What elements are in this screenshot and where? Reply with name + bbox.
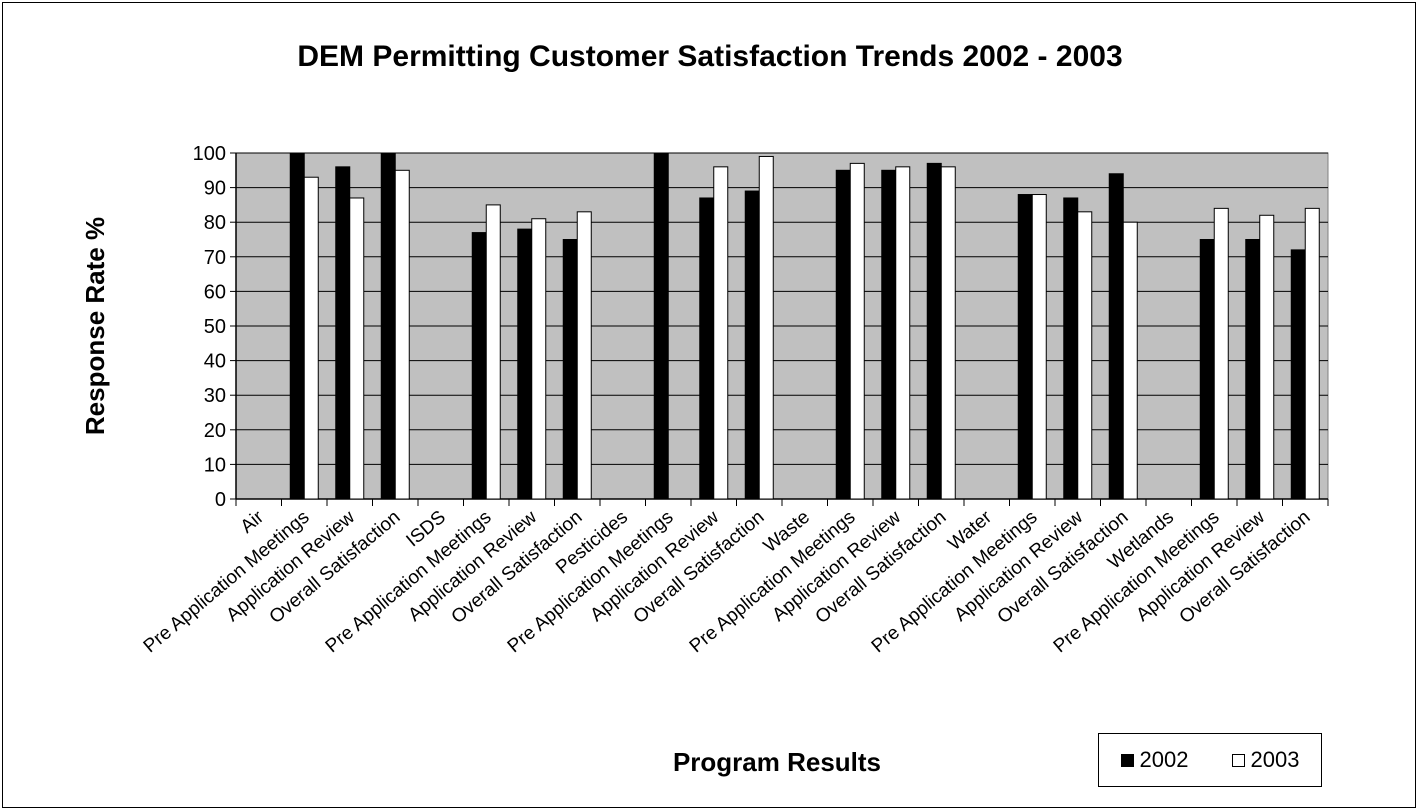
x-axis-title: Program Results <box>673 747 881 777</box>
bar-2003 <box>1259 214 1275 500</box>
bar-2002 <box>1245 239 1261 500</box>
chart-title: DEM Permitting Customer Satisfaction Tre… <box>297 40 1123 73</box>
bar-2002 <box>517 228 533 500</box>
bar-2002 <box>562 239 578 500</box>
y-tick-label: 20 <box>204 420 226 442</box>
legend-label-2003: 2003 <box>1250 747 1300 772</box>
bar-2002 <box>1108 173 1124 500</box>
legend-swatch-2003 <box>1231 753 1245 767</box>
bar-2003 <box>576 211 592 500</box>
bar-2002 <box>653 152 669 500</box>
legend-item-2003: 2003 <box>1231 747 1300 773</box>
bar-2003 <box>1304 207 1320 500</box>
chart-legend: 2002 2003 <box>1098 733 1322 787</box>
y-tick-label: 0 <box>215 489 226 511</box>
bar-2003 <box>1213 207 1229 500</box>
bar-2002 <box>1017 194 1033 500</box>
bar-2002 <box>744 190 760 500</box>
bar-2003 <box>1031 194 1047 500</box>
bar-2003 <box>1077 211 1093 500</box>
bar-2002 <box>1290 249 1306 500</box>
bar-2003 <box>349 197 365 500</box>
bar-2002 <box>289 152 305 500</box>
y-tick-label: 30 <box>204 385 226 407</box>
y-tick-label: 10 <box>204 454 226 476</box>
bar-2003 <box>394 169 410 500</box>
bar-2003 <box>1122 221 1138 500</box>
y-tick-label: 100 <box>193 143 226 165</box>
bar-2003 <box>713 166 729 500</box>
bar-2003 <box>303 176 319 500</box>
bar-2002 <box>380 152 396 500</box>
y-tick-label: 70 <box>204 247 226 269</box>
bar-2002 <box>1199 239 1215 500</box>
bar-2002 <box>335 166 351 500</box>
bar-2002 <box>835 169 851 500</box>
y-tick-label: 60 <box>204 281 226 303</box>
bar-2003 <box>849 162 865 500</box>
bar-2002 <box>471 232 487 500</box>
legend-swatch-2002 <box>1120 753 1134 767</box>
bar-2003 <box>940 166 956 500</box>
bar-2003 <box>531 218 547 500</box>
bar-2002 <box>699 197 715 500</box>
y-tick-label: 40 <box>204 351 226 373</box>
x-tick-label: Air <box>237 506 269 537</box>
y-tick-label: 80 <box>204 212 226 234</box>
bar-2002 <box>926 162 942 500</box>
bar-2002 <box>1063 197 1079 500</box>
bar-2002 <box>881 169 897 500</box>
bar-2003 <box>485 204 501 500</box>
legend-item-2002: 2002 <box>1120 747 1189 773</box>
y-axis-title: Response Rate % <box>80 217 110 435</box>
bar-2003 <box>895 166 911 500</box>
legend-label-2002: 2002 <box>1139 747 1189 772</box>
bar-2003 <box>758 155 774 500</box>
y-tick-label: 50 <box>204 316 226 338</box>
y-tick-label: 90 <box>204 178 226 200</box>
